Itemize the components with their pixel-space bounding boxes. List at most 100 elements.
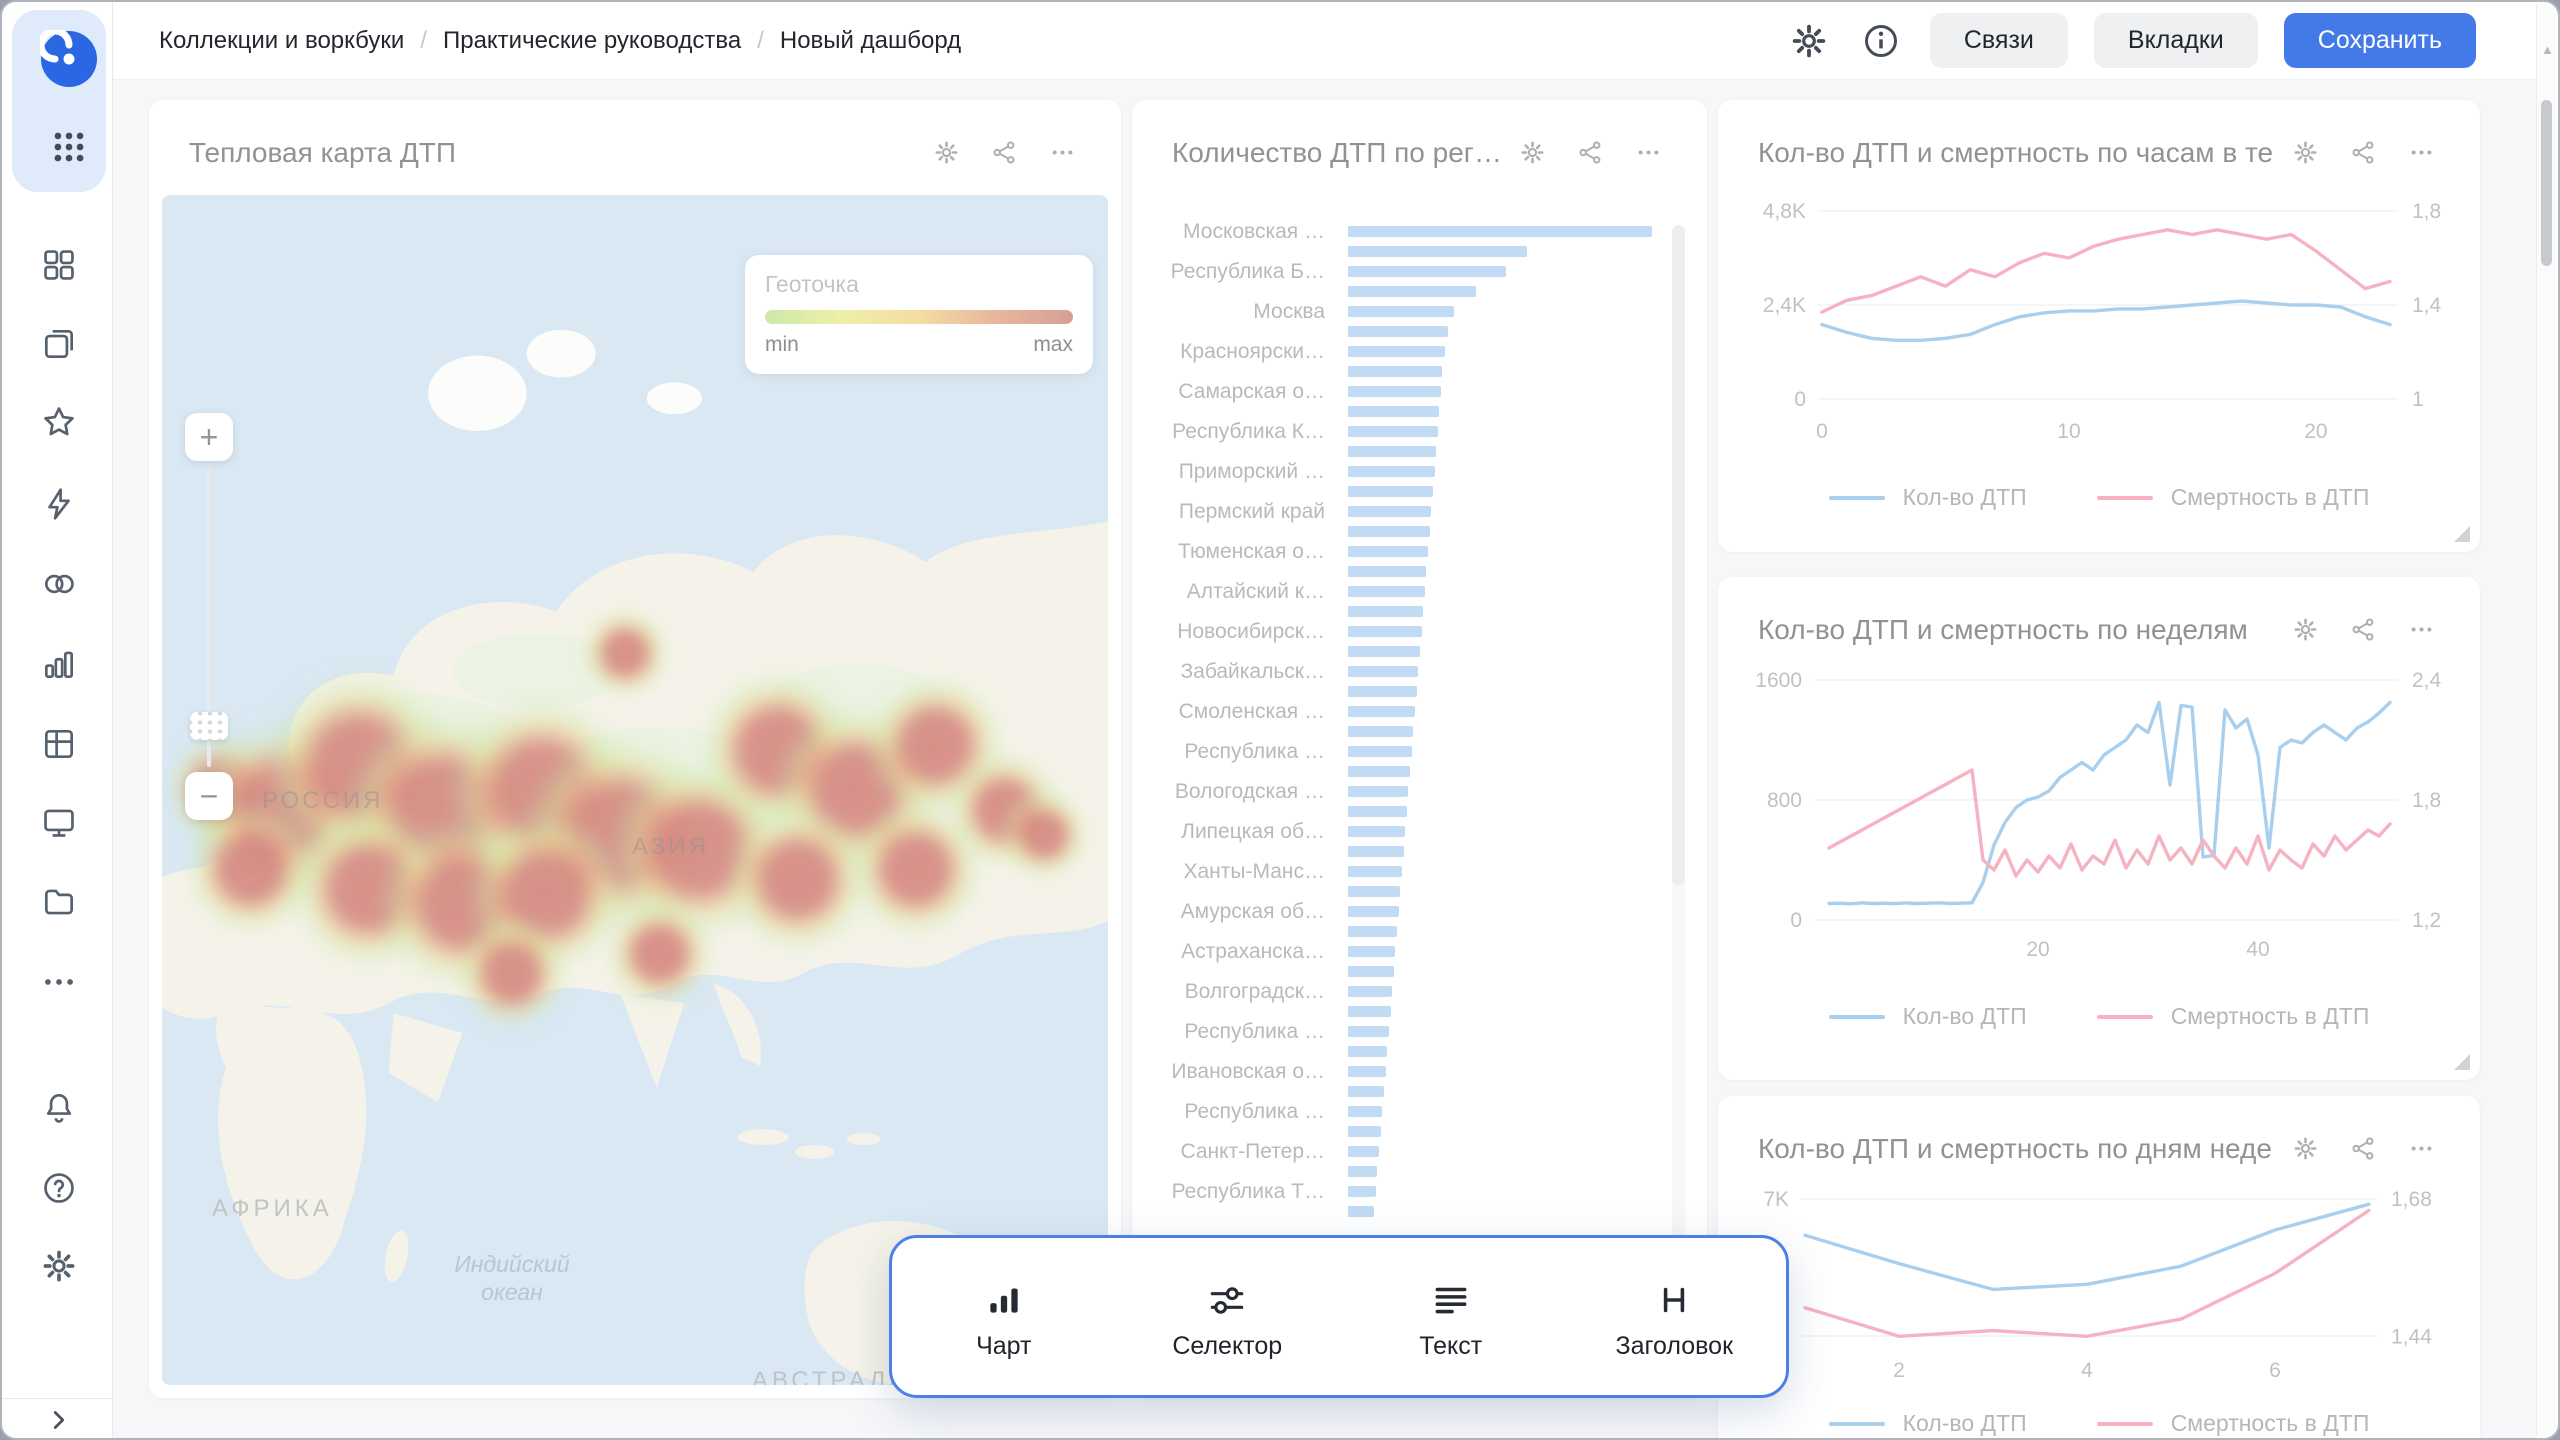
region-bar[interactable] bbox=[1348, 706, 1415, 717]
legend-item-mortality[interactable]: Смертность в ДТП bbox=[2096, 1003, 2369, 1030]
legend-item-accidents[interactable]: Кол-во ДТП bbox=[1828, 1003, 2027, 1030]
region-bar[interactable] bbox=[1348, 286, 1476, 297]
breadcrumb-collections[interactable]: Коллекции и воркбуки bbox=[159, 26, 405, 54]
days-line-chart[interactable]: 7K 1,68 1,44 2 4 6 bbox=[1718, 1096, 2480, 1438]
widget-links-button[interactable] bbox=[987, 136, 1021, 170]
region-bar[interactable] bbox=[1348, 1126, 1381, 1137]
region-bar[interactable] bbox=[1348, 506, 1431, 517]
map-zoom-handle[interactable] bbox=[190, 712, 228, 740]
region-bar[interactable] bbox=[1348, 1206, 1374, 1217]
vertical-scrollbar[interactable]: ▲ bbox=[2536, 4, 2556, 1436]
regions-bar-chart[interactable]: Московская … Республика Б… Москва Красноярс… bbox=[1132, 100, 1707, 1398]
region-bar[interactable] bbox=[1348, 826, 1405, 837]
hours-line-chart[interactable]: 0 2,4K 4,8K 1 1,4 1,8 0 10 20 bbox=[1718, 100, 2480, 552]
widget-menu-button[interactable] bbox=[2404, 1132, 2438, 1166]
scrollbar-up-arrow[interactable]: ▲ bbox=[2541, 42, 2554, 57]
legend-item-accidents[interactable]: Кол-во ДТП bbox=[1828, 1410, 2027, 1437]
sidebar-collapse-button[interactable] bbox=[44, 1405, 74, 1435]
region-bar[interactable] bbox=[1348, 1006, 1391, 1017]
region-bar[interactable] bbox=[1348, 406, 1439, 417]
region-bar[interactable] bbox=[1348, 1166, 1377, 1177]
region-bar[interactable] bbox=[1348, 386, 1441, 397]
map-zoom-out-button[interactable]: − bbox=[185, 772, 233, 820]
region-bar[interactable] bbox=[1348, 626, 1422, 637]
widget-links-button[interactable] bbox=[2346, 613, 2380, 647]
widget-menu-button[interactable] bbox=[2404, 613, 2438, 647]
legend-item-mortality[interactable]: Смертность в ДТП bbox=[2096, 1410, 2369, 1437]
region-bar[interactable] bbox=[1348, 986, 1392, 997]
region-bar[interactable] bbox=[1348, 1106, 1382, 1117]
datalens-logo[interactable] bbox=[37, 27, 98, 88]
widget-settings-button[interactable] bbox=[2288, 136, 2322, 170]
panel-resize-handle[interactable] bbox=[2454, 1054, 2470, 1070]
widget-settings-button[interactable] bbox=[2288, 1132, 2322, 1166]
save-button[interactable]: Сохранить bbox=[2283, 13, 2476, 68]
region-bar[interactable] bbox=[1348, 766, 1410, 777]
bar-chart-scrollbar[interactable] bbox=[1672, 225, 1685, 1315]
tabs-button[interactable]: Вкладки bbox=[2093, 13, 2258, 68]
region-bar[interactable] bbox=[1348, 466, 1435, 477]
widget-menu-button[interactable] bbox=[1631, 136, 1665, 170]
region-bar[interactable] bbox=[1348, 646, 1420, 657]
bar-chart-scrollbar-thumb[interactable] bbox=[1672, 225, 1685, 885]
panel-resize-handle[interactable] bbox=[2454, 526, 2470, 542]
dashboard-info-button[interactable] bbox=[1858, 18, 1904, 64]
region-bar[interactable] bbox=[1348, 486, 1433, 497]
add-heading-button[interactable]: Заголовок bbox=[1563, 1272, 1787, 1361]
notifications-button[interactable] bbox=[38, 1087, 80, 1129]
region-bar[interactable] bbox=[1348, 446, 1436, 457]
region-bar[interactable] bbox=[1348, 1066, 1386, 1077]
help-button[interactable] bbox=[38, 1167, 80, 1209]
dashboard-settings-button[interactable] bbox=[1786, 18, 1832, 64]
sidebar-item-workbooks[interactable] bbox=[38, 323, 80, 365]
region-bar[interactable] bbox=[1348, 886, 1400, 897]
all-services-button[interactable] bbox=[48, 126, 90, 168]
add-text-button[interactable]: Текст bbox=[1339, 1272, 1563, 1361]
region-bar[interactable] bbox=[1348, 966, 1394, 977]
sidebar-item-tables[interactable] bbox=[38, 723, 80, 765]
region-bar[interactable] bbox=[1348, 226, 1652, 237]
region-bar[interactable] bbox=[1348, 926, 1397, 937]
widget-menu-button[interactable] bbox=[1045, 136, 1079, 170]
region-bar[interactable] bbox=[1348, 306, 1454, 317]
region-bar[interactable] bbox=[1348, 326, 1448, 337]
region-bar[interactable] bbox=[1348, 566, 1426, 577]
region-bar[interactable] bbox=[1348, 806, 1407, 817]
region-bar[interactable] bbox=[1348, 546, 1428, 557]
widget-settings-button[interactable] bbox=[2288, 613, 2322, 647]
region-bar[interactable] bbox=[1348, 246, 1527, 257]
map-zoom-in-button[interactable]: + bbox=[185, 413, 233, 461]
region-bar[interactable] bbox=[1348, 366, 1442, 377]
widget-links-button[interactable] bbox=[1573, 136, 1607, 170]
region-bar[interactable] bbox=[1348, 1086, 1384, 1097]
region-bar[interactable] bbox=[1348, 526, 1430, 537]
vertical-scrollbar-thumb[interactable] bbox=[2541, 100, 2552, 266]
region-bar[interactable] bbox=[1348, 1046, 1387, 1057]
region-bar[interactable] bbox=[1348, 426, 1438, 437]
weeks-line-chart[interactable]: 0 800 1600 1,2 1,8 2,4 20 40 bbox=[1718, 577, 2480, 1080]
region-bar[interactable] bbox=[1348, 1146, 1379, 1157]
widget-links-button[interactable] bbox=[2346, 1132, 2380, 1166]
region-bar[interactable] bbox=[1348, 346, 1445, 357]
sidebar-item-files[interactable] bbox=[38, 881, 80, 923]
region-bar[interactable] bbox=[1348, 686, 1417, 697]
region-bar[interactable] bbox=[1348, 846, 1404, 857]
sidebar-item-collections[interactable] bbox=[38, 244, 80, 286]
breadcrumb-guides[interactable]: Практические руководства bbox=[442, 26, 742, 54]
widget-settings-button[interactable] bbox=[929, 136, 963, 170]
region-bar[interactable] bbox=[1348, 266, 1506, 277]
region-bar[interactable] bbox=[1348, 946, 1395, 957]
widget-links-button[interactable] bbox=[2346, 136, 2380, 170]
legend-item-mortality[interactable]: Смертность в ДТП bbox=[2096, 484, 2369, 511]
sidebar-item-editor[interactable] bbox=[38, 483, 80, 525]
region-bar[interactable] bbox=[1348, 666, 1418, 677]
settings-button[interactable] bbox=[38, 1245, 80, 1287]
sidebar-item-favorites[interactable] bbox=[38, 401, 80, 443]
region-bar[interactable] bbox=[1348, 1186, 1376, 1197]
region-bar[interactable] bbox=[1348, 906, 1399, 917]
legend-item-accidents[interactable]: Кол-во ДТП bbox=[1828, 484, 2027, 511]
widget-menu-button[interactable] bbox=[2404, 136, 2438, 170]
add-selector-button[interactable]: Селектор bbox=[1116, 1272, 1340, 1361]
region-bar[interactable] bbox=[1348, 746, 1412, 757]
sidebar-item-services[interactable] bbox=[38, 563, 80, 605]
